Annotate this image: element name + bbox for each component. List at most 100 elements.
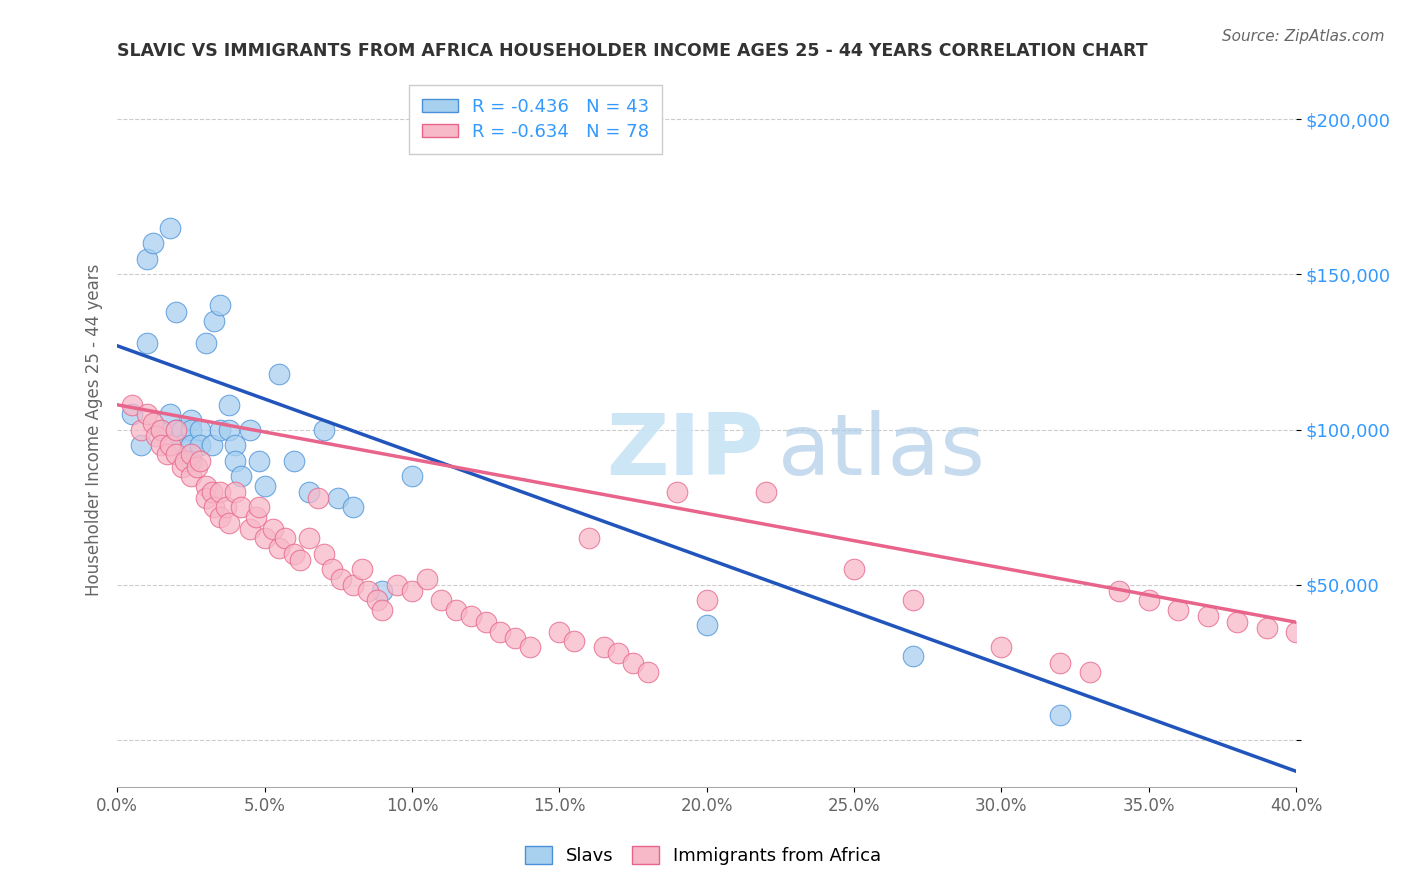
Point: [150, 19, 173, 33]
Point: [666, 484, 689, 499]
Point: [188, 453, 211, 467]
Point: [1167, 603, 1189, 617]
Point: [180, 438, 202, 452]
Point: [298, 532, 321, 546]
Text: atlas: atlas: [778, 409, 986, 492]
Point: [159, 407, 181, 421]
Point: [180, 423, 202, 437]
Point: [180, 469, 202, 483]
Point: [262, 522, 284, 536]
Point: [274, 532, 297, 546]
Point: [385, 578, 408, 592]
Point: [350, 562, 373, 576]
Point: [460, 609, 482, 624]
Point: [129, 438, 152, 452]
Point: [990, 640, 1012, 654]
Point: [342, 578, 364, 592]
Point: [229, 500, 252, 515]
Point: [204, 314, 226, 328]
Point: [209, 484, 232, 499]
Point: [247, 500, 270, 515]
Point: [312, 423, 335, 437]
Point: [121, 398, 143, 412]
Point: [1256, 622, 1278, 636]
Point: [312, 547, 335, 561]
Point: [307, 491, 329, 505]
Point: [269, 367, 291, 381]
Point: [165, 304, 187, 318]
Point: [298, 484, 321, 499]
Point: [253, 532, 276, 546]
Point: [180, 413, 202, 427]
Point: [245, 509, 267, 524]
Point: [637, 665, 659, 679]
Point: [121, 407, 143, 421]
Point: [194, 335, 217, 350]
Point: [842, 562, 865, 576]
Point: [592, 640, 614, 654]
Point: [170, 459, 193, 474]
Legend: R = -0.436   N = 43, R = -0.634   N = 78: R = -0.436 N = 43, R = -0.634 N = 78: [409, 85, 662, 153]
Point: [159, 438, 181, 452]
Point: [607, 646, 630, 660]
Point: [247, 453, 270, 467]
Point: [129, 423, 152, 437]
Point: [401, 469, 423, 483]
Point: [444, 603, 467, 617]
Point: [209, 509, 232, 524]
Legend: Slavs, Immigrants from Africa: Slavs, Immigrants from Africa: [517, 838, 889, 872]
Point: [328, 491, 350, 505]
Point: [239, 423, 262, 437]
Point: [696, 593, 718, 607]
Point: [224, 484, 246, 499]
Point: [165, 423, 187, 437]
Point: [901, 593, 924, 607]
Point: [371, 584, 394, 599]
Point: [188, 423, 211, 437]
Point: [239, 522, 262, 536]
Point: [578, 532, 600, 546]
Point: [519, 640, 541, 654]
Point: [142, 417, 165, 431]
Point: [145, 429, 167, 443]
Point: [218, 423, 240, 437]
Point: [755, 484, 778, 499]
Point: [174, 453, 197, 467]
Point: [218, 398, 240, 412]
Point: [901, 649, 924, 664]
Point: [170, 423, 193, 437]
Point: [401, 584, 423, 599]
Text: ZIP: ZIP: [606, 409, 765, 492]
Point: [188, 438, 211, 452]
Point: [1049, 656, 1071, 670]
Point: [170, 438, 193, 452]
Y-axis label: Householder Income Ages 25 - 44 years: Householder Income Ages 25 - 44 years: [86, 263, 103, 596]
Point: [283, 547, 305, 561]
Point: [224, 438, 246, 452]
Point: [135, 407, 157, 421]
Point: [165, 423, 187, 437]
Point: [269, 541, 291, 555]
Point: [194, 478, 217, 492]
Point: [1049, 708, 1071, 723]
Point: [283, 453, 305, 467]
Point: [150, 423, 173, 437]
Point: [1285, 624, 1308, 639]
Point: [330, 572, 353, 586]
Point: [288, 553, 311, 567]
Point: [503, 631, 526, 645]
Point: [204, 500, 226, 515]
Point: [357, 584, 380, 599]
Text: Source: ZipAtlas.com: Source: ZipAtlas.com: [1222, 29, 1385, 44]
Point: [180, 448, 202, 462]
Point: [342, 500, 364, 515]
Point: [209, 423, 232, 437]
Point: [180, 453, 202, 467]
Point: [415, 572, 437, 586]
Point: [1137, 593, 1160, 607]
Point: [1078, 665, 1101, 679]
Point: [200, 438, 222, 452]
Point: [548, 624, 571, 639]
Point: [253, 478, 276, 492]
Point: [224, 453, 246, 467]
